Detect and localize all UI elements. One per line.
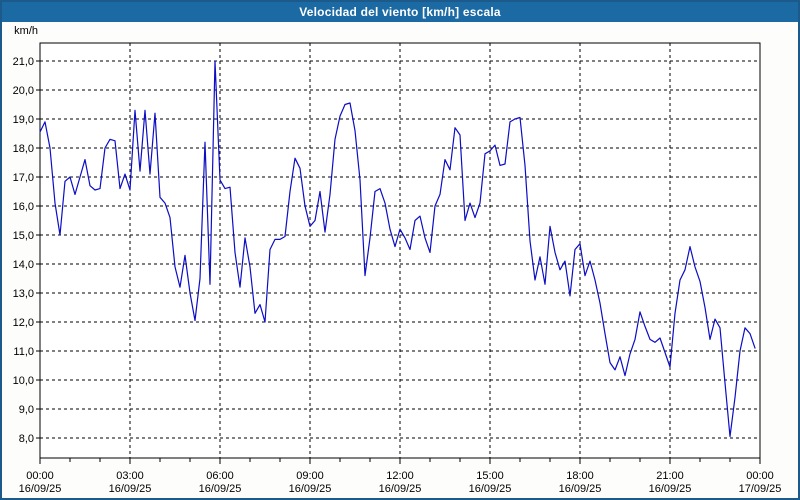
- x-tick-date: 16/09/25: [109, 483, 152, 495]
- x-tick-date: 16/09/25: [649, 483, 692, 495]
- x-tick-date: 16/09/25: [559, 483, 602, 495]
- y-tick-label: 13,0: [13, 288, 34, 300]
- axis-ticks: [36, 60, 761, 464]
- y-tick-label: 21,0: [13, 56, 34, 68]
- y-axis-unit-label: km/h: [14, 25, 38, 37]
- x-tick-time: 15:00: [476, 470, 504, 482]
- x-tick-time: 12:00: [386, 470, 414, 482]
- x-tick-time: 00:00: [26, 470, 54, 482]
- y-tick-label: 14,0: [13, 259, 34, 271]
- wind-speed-chart: 21,0 20,0 19,0 18,0 17,0 16,0 15,0 14,0 13,0 12,0…: [13, 25, 782, 495]
- y-tick-label: 9,0: [19, 404, 34, 416]
- x-tick-date: 16/09/25: [289, 483, 332, 495]
- x-tick-date: 16/09/25: [199, 483, 242, 495]
- x-tick-date: 16/09/25: [19, 483, 62, 495]
- x-tick-date: 17/09/25: [739, 483, 782, 495]
- chart-area: 21,0 20,0 19,0 18,0 17,0 16,0 15,0 14,0 13,0 12,0…: [2, 22, 798, 498]
- axis-labels: 21,0 20,0 19,0 18,0 17,0 16,0 15,0 14,0 13,0 12,0…: [13, 25, 782, 495]
- y-tick-label: 19,0: [13, 114, 34, 126]
- grid-lines: [40, 43, 760, 458]
- x-tick-time: 00:00: [746, 470, 774, 482]
- chart-title: Velocidad del viento [km/h] escala: [299, 5, 501, 19]
- y-tick-label: 11,0: [13, 346, 34, 358]
- y-tick-label: 10,0: [13, 375, 34, 387]
- x-tick-date: 16/09/25: [469, 483, 512, 495]
- plot-frame: [39, 42, 761, 459]
- y-tick-label: 12,0: [13, 317, 34, 329]
- title-bar: Velocidad del viento [km/h] escala: [2, 2, 798, 22]
- x-tick-time: 06:00: [206, 470, 234, 482]
- y-tick-label: 8,0: [19, 433, 34, 445]
- x-tick-time: 21:00: [656, 470, 684, 482]
- y-tick-label: 17,0: [13, 172, 34, 184]
- wind-speed-line: [39, 60, 756, 438]
- y-tick-label: 18,0: [13, 143, 34, 155]
- x-tick-time: 03:00: [116, 470, 144, 482]
- x-tick-time: 18:00: [566, 470, 594, 482]
- x-tick-date: 16/09/25: [379, 483, 422, 495]
- y-tick-label: 16,0: [13, 201, 34, 213]
- y-tick-label: 15,0: [13, 230, 34, 242]
- y-tick-label: 20,0: [13, 85, 34, 97]
- x-tick-time: 09:00: [296, 470, 324, 482]
